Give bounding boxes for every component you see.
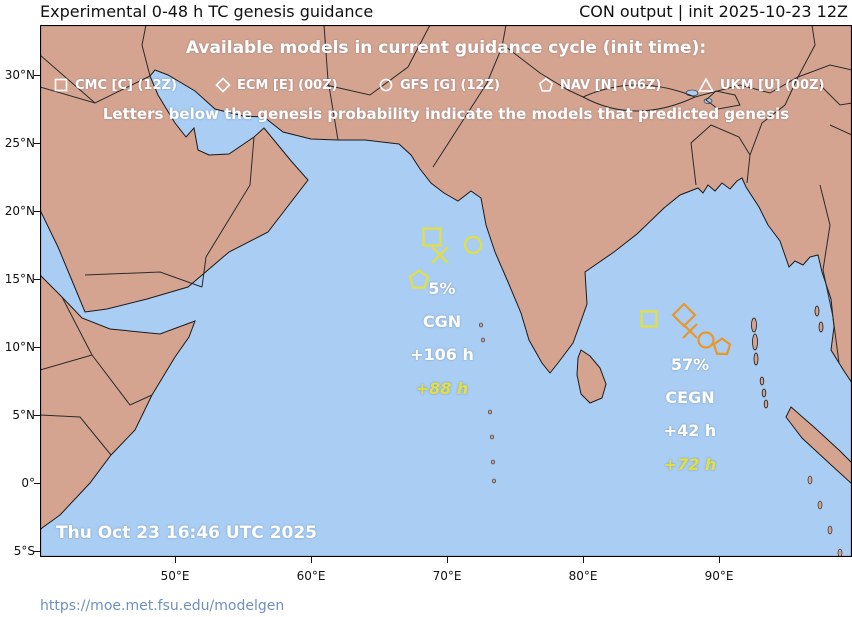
land-africa <box>40 274 196 531</box>
genesis1-probability: 5% <box>428 279 456 298</box>
land-sri-lanka <box>576 349 607 404</box>
x-axis-label-80e: 80°E <box>568 569 598 583</box>
genesis-area-1-markers <box>408 227 483 289</box>
y-axis-label-30n: 30°N <box>4 68 35 82</box>
genesis2-location-x-icon <box>682 323 698 339</box>
legend-label-ukm: UKM [U] (00Z) <box>720 77 825 93</box>
x-tick <box>447 557 448 563</box>
genesis2-lead-alt: +72 h <box>663 455 717 474</box>
triangle-icon <box>698 77 714 92</box>
maldives-islands <box>479 322 843 557</box>
y-axis-label-5s: 5°S <box>13 544 35 558</box>
basemap <box>40 25 852 557</box>
y-tick <box>34 279 40 280</box>
y-tick <box>34 415 40 416</box>
x-axis-label-70e: 70°E <box>432 569 462 583</box>
y-tick <box>34 211 40 212</box>
x-axis-label-60e: 60°E <box>296 569 326 583</box>
source-url-link[interactable]: https://moe.met.fsu.edu/modelgen <box>40 598 285 614</box>
init-info: CON output | init 2025-10-23 12Z <box>579 2 848 21</box>
genesis2-gfs-circle-icon <box>697 331 715 349</box>
y-axis-label-25n: 25°N <box>4 136 35 150</box>
legend-title: Available models in current guidance cyc… <box>185 38 707 58</box>
map-canvas: Available models in current guidance cyc… <box>40 25 852 557</box>
genesis1-gfs-circle-icon <box>463 235 483 255</box>
x-tick <box>175 557 176 563</box>
map-timestamp: Thu Oct 23 16:46 UTC 2025 <box>56 523 318 543</box>
land-sumatra <box>785 406 852 485</box>
genesis1-lead-alt: +88 h <box>415 379 469 398</box>
y-axis-label-5n: 5°N <box>12 408 35 422</box>
country-borders <box>40 25 852 456</box>
genesis1-models: CGN <box>422 312 462 331</box>
genesis2-models: CEGN <box>665 388 715 407</box>
legend-label-ecm: ECM [E] (00Z) <box>237 77 338 93</box>
y-tick <box>34 347 40 348</box>
andaman-nicobar-islands <box>751 305 824 409</box>
genesis1-location-x-icon <box>431 246 449 264</box>
y-tick <box>34 551 40 552</box>
genesis1-nav-pentagon-icon <box>408 269 430 289</box>
y-axis-label-15n: 15°N <box>4 272 35 286</box>
diamond-icon <box>215 77 231 93</box>
genesis2-nav-pentagon-icon <box>712 337 732 355</box>
y-tick <box>34 483 40 484</box>
genesis1-lead-consensus: +106 h <box>410 345 474 364</box>
legend-item-ukm: UKM [U] (00Z) <box>698 76 824 94</box>
x-axis-label-90e: 90°E <box>704 569 734 583</box>
legend-item-cmc: CMC [C] (12Z) <box>53 76 177 94</box>
page-title: Experimental 0-48 h TC genesis guidance <box>40 2 374 21</box>
legend-label-cmc: CMC [C] (12Z) <box>75 77 177 93</box>
genesis2-cmc-square-icon <box>640 310 658 328</box>
pentagon-icon <box>538 77 554 92</box>
y-axis-label-10n: 10°N <box>4 340 35 354</box>
legend-label-nav: NAV [N] (06Z) <box>560 77 662 93</box>
legend-item-gfs: GFS [G] (12Z) <box>378 76 500 94</box>
genesis2-probability: 57% <box>670 355 710 374</box>
circle-icon <box>379 78 393 92</box>
y-axis-label-20n: 20°N <box>4 204 35 218</box>
legend-item-ecm: ECM [E] (00Z) <box>215 76 338 94</box>
square-icon <box>54 78 68 92</box>
x-axis-label-50e: 50°E <box>160 569 190 583</box>
legend-label-gfs: GFS [G] (12Z) <box>400 77 500 93</box>
x-tick <box>719 557 720 563</box>
y-tick <box>34 143 40 144</box>
genesis1-cmc-square-icon <box>422 227 442 247</box>
y-tick <box>34 75 40 76</box>
land-eurasia <box>40 25 852 384</box>
genesis2-lead-consensus: +42 h <box>663 421 717 440</box>
x-tick <box>583 557 584 563</box>
x-tick <box>311 557 312 563</box>
genesis-area-2-markers <box>640 302 732 355</box>
y-axis-label-0: 0° <box>21 476 35 490</box>
legend-item-nav: NAV [N] (06Z) <box>538 76 661 94</box>
legend-note: Letters below the genesis probability in… <box>102 105 790 123</box>
